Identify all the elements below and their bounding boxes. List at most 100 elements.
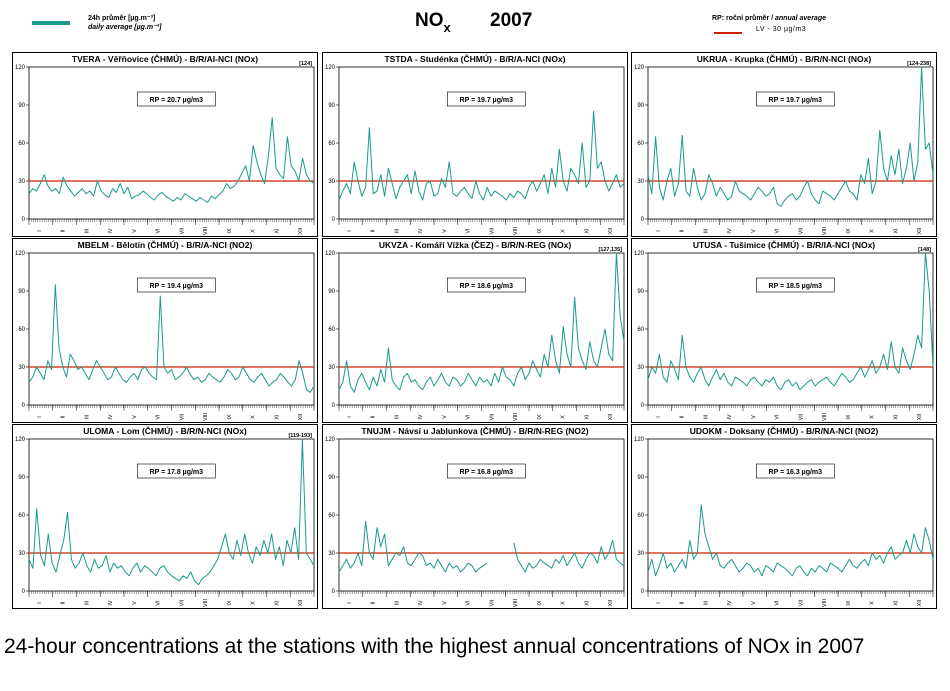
limit-swatch <box>714 32 742 34</box>
annotation-box <box>447 277 526 293</box>
month-label: VIII <box>822 412 828 421</box>
annotation-box <box>756 277 835 293</box>
month-label: I <box>347 230 353 232</box>
y-tick-label: 0 <box>332 589 336 595</box>
month-label: I <box>656 230 662 232</box>
month-label: II <box>680 601 686 605</box>
month-label: XI <box>584 228 590 234</box>
month-label: X <box>251 229 257 233</box>
month-label: XII <box>608 599 614 606</box>
panel-title: UDOKM - Doksany (ČHMÚ) - B/R/NA-NCI (NO2… <box>690 425 879 436</box>
month-label: VII <box>489 599 495 606</box>
month-label: X <box>561 415 567 419</box>
month-label: X <box>251 415 257 419</box>
panel-title: TSTDA - Studénka (ČHMÚ) - B/R/A-NCI (NOx… <box>384 53 565 64</box>
annotation-label: RP = 19.7 µg/m3 <box>460 97 514 104</box>
y-tick-label: 90 <box>18 289 25 295</box>
chart-panel: TNUJM - Návsí u Jablunkova (ČHMÚ) - B/R/… <box>322 424 628 609</box>
month-label: VI <box>466 414 472 420</box>
month-label: IV <box>108 600 114 606</box>
y-tick-label: 0 <box>22 403 26 409</box>
y-tick-label: 0 <box>641 217 645 223</box>
month-label: IX <box>846 228 852 234</box>
panel-frame <box>12 238 318 423</box>
month-label: I <box>347 416 353 418</box>
panel-frame <box>322 238 628 423</box>
y-tick-label: 0 <box>332 403 336 409</box>
series-line <box>338 520 625 573</box>
y-tick-label: 120 <box>634 437 645 443</box>
month-label: VIII <box>822 226 828 235</box>
annotation-box <box>137 463 216 479</box>
title-subscript: x <box>443 20 451 35</box>
panel-title: UKRUA - Krupka (ČHMÚ) - B/R/N-NCI (NOx) <box>697 53 872 64</box>
y-tick-label: 0 <box>641 589 645 595</box>
month-label: X <box>561 229 567 233</box>
panel-frame <box>322 52 628 237</box>
y-tick-label: 90 <box>637 475 644 481</box>
month-label: XII <box>298 413 304 420</box>
series-line <box>28 284 315 393</box>
chart-panel: UKVZA - Komáří Vížka (ČEZ) - B/R/N-REG (… <box>322 238 628 423</box>
y-tick-label: 30 <box>328 551 335 557</box>
chart-panel: UDOKM - Doksany (ČHMÚ) - B/R/NA-NCI (NO2… <box>631 424 937 609</box>
y-tick-label: 0 <box>332 217 336 223</box>
y-tick-label: 30 <box>637 179 644 185</box>
month-label: VII <box>179 413 185 420</box>
month-label: VII <box>179 599 185 606</box>
annotation-box <box>137 277 216 293</box>
y-tick-label: 30 <box>637 365 644 371</box>
month-label: II <box>371 601 377 605</box>
month-label: VI <box>775 414 781 420</box>
annotation-label: RP = 16.3 µg/m3 <box>769 469 823 476</box>
month-label: XI <box>274 414 280 420</box>
month-label: II <box>680 415 686 419</box>
y-tick-label: 60 <box>328 513 335 519</box>
month-label: III <box>84 600 90 605</box>
month-label: VII <box>798 599 804 606</box>
month-label: VIII <box>822 598 828 607</box>
series-line <box>28 438 315 586</box>
month-label: IX <box>227 414 233 420</box>
month-label: III <box>84 228 90 233</box>
month-label: XII <box>917 599 923 606</box>
y-tick-label: 120 <box>325 65 336 71</box>
chart-title: NOx <box>415 10 451 35</box>
panel-frame <box>631 424 937 609</box>
panel-frame <box>322 424 628 609</box>
limit-legend: LV - 30 µg/m3 <box>712 26 842 38</box>
month-label: VI <box>466 228 472 234</box>
month-label: X <box>251 601 257 605</box>
month-label: VI <box>156 414 162 420</box>
y-tick-label: 0 <box>641 403 645 409</box>
month-label: III <box>394 414 400 419</box>
y-tick-label: 0 <box>22 217 26 223</box>
chart-panel: MBELM - Bělotín (ČHMÚ) - B/R/A-NCI (NO2)… <box>12 238 318 423</box>
month-label: IX <box>227 228 233 234</box>
month-label: II <box>371 229 377 233</box>
y-tick-label: 60 <box>18 141 25 147</box>
y-tick-label: 60 <box>18 327 25 333</box>
legend-label-cz: 24h průměr [µg.m⁻³] <box>88 15 156 22</box>
month-label: X <box>870 415 876 419</box>
month-label: VII <box>798 413 804 420</box>
month-label: I <box>656 602 662 604</box>
figure-caption: 24-hour concentrations at the stations w… <box>4 635 865 658</box>
y-tick-label: 30 <box>18 179 25 185</box>
y-tick-label: 90 <box>18 103 25 109</box>
peak-label: [127,135] <box>598 247 622 253</box>
chart-panel: TSTDA - Studénka (ČHMÚ) - B/R/A-NCI (NOx… <box>322 52 628 237</box>
month-label: XI <box>893 600 899 606</box>
month-label: VI <box>156 228 162 234</box>
series-line <box>647 252 934 391</box>
month-label: VII <box>489 413 495 420</box>
legend-series-swatch <box>32 21 70 25</box>
chart-year: 2007 <box>490 10 533 31</box>
series-line <box>28 117 315 203</box>
y-tick-label: 90 <box>328 475 335 481</box>
month-label: VII <box>798 227 804 234</box>
panel-frame <box>12 424 318 609</box>
month-label: V <box>442 601 448 605</box>
panel-title: ULOMA - Lom (ČHMÚ) - B/R/N-NCI (NOx) <box>83 425 247 436</box>
month-label: VIII <box>203 598 209 607</box>
